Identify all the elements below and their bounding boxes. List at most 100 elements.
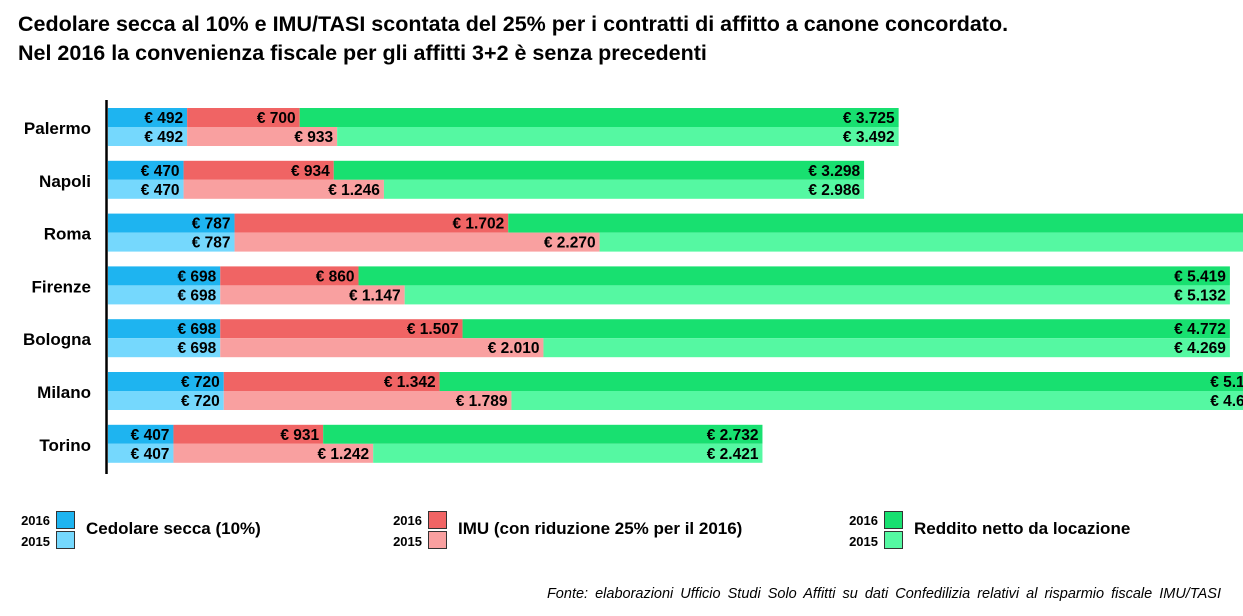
bar-reddito-2015: [543, 338, 1230, 358]
bar-imu-2015: [234, 232, 600, 252]
bar-reddito-2015: [337, 127, 899, 146]
data-label: € 1.242: [317, 446, 369, 463]
legend-swatch-cedolare-2015: [56, 531, 75, 549]
data-label: € 3.725: [843, 110, 895, 127]
bar-imu-2016: [234, 213, 509, 233]
data-label: € 1.789: [456, 393, 508, 410]
data-label: € 3.492: [843, 129, 895, 146]
data-label: € 5.419: [1174, 268, 1226, 285]
data-label: € 492: [144, 129, 183, 146]
category-label: Milano: [37, 383, 91, 402]
bar-cedolare-2015: [108, 391, 224, 410]
data-label: € 720: [181, 374, 220, 391]
bar-imu-2015: [183, 179, 384, 199]
data-label: € 1.246: [328, 182, 380, 199]
title-line-2: Nel 2016 la convenienza fiscale per gli …: [18, 41, 707, 65]
bar-imu-2015: [187, 127, 338, 146]
data-label: € 2.986: [808, 182, 860, 199]
data-label: € 4.269: [1174, 340, 1226, 357]
bar-imu-2016: [220, 266, 359, 286]
legend-label-reddito: Reddito netto da locazione: [914, 519, 1131, 538]
data-label: € 931: [280, 427, 319, 444]
legend-swatch-imu-2016: [428, 511, 447, 529]
data-label: € 787: [192, 216, 231, 233]
bar-reddito-2016: [299, 108, 899, 127]
bar-reddito-2015: [404, 285, 1230, 305]
data-label: € 698: [177, 340, 216, 357]
category-label: Palermo: [24, 119, 91, 138]
bar-cedolare-2015: [108, 338, 221, 358]
data-label: € 2.270: [544, 235, 596, 252]
bar-imu-2015: [220, 338, 544, 358]
data-label: € 492: [144, 110, 183, 127]
legend-years: 2016 2015: [849, 513, 878, 549]
legend-label-imu: IMU (con riduzione 25% per il 2016): [458, 519, 743, 538]
bar-reddito-2016: [358, 266, 1230, 286]
bar-reddito-2016: [323, 424, 763, 444]
bar-reddito-2015: [383, 179, 865, 199]
chart-title: Cedolare secca al 10% e IMU/TASI scontat…: [18, 10, 1233, 68]
bar-reddito-2016: [333, 160, 865, 180]
bar-reddito-2016: [508, 213, 1243, 233]
bar-imu-2016: [183, 160, 334, 180]
category-label: Roma: [44, 225, 92, 244]
bar-cedolare-2015: [108, 443, 174, 463]
bar-imu-2016: [173, 424, 324, 444]
legend-years: 2016 2015: [21, 513, 50, 549]
bar-cedolare-2016: [108, 319, 221, 339]
legend-years: 2016 2015: [393, 513, 422, 549]
data-label: € 407: [131, 427, 170, 444]
data-label: € 1.147: [349, 287, 401, 304]
bar-reddito-2015: [373, 443, 763, 463]
data-label: € 720: [181, 393, 220, 410]
bar-imu-2015: [220, 285, 405, 305]
bar-reddito-2016: [462, 319, 1230, 339]
data-label: € 698: [177, 287, 216, 304]
data-label: € 5.132: [1174, 287, 1226, 304]
data-label: € 700: [257, 110, 296, 127]
legend-swatch-cedolare-2016: [56, 511, 75, 529]
bar-reddito-2015: [511, 391, 1243, 410]
bar-cedolare-2016: [108, 424, 174, 444]
category-label: Firenze: [31, 277, 91, 296]
data-label: € 787: [192, 235, 231, 252]
data-label: € 470: [141, 163, 180, 180]
bar-imu-2015: [223, 391, 512, 410]
data-label: € 1.507: [407, 321, 459, 338]
bar-imu-2015: [173, 443, 374, 463]
bar-cedolare-2016: [108, 108, 188, 127]
bar-reddito-2016: [439, 372, 1243, 391]
bar-imu-2016: [187, 108, 300, 127]
data-label: € 5.139: [1210, 374, 1243, 391]
data-label: € 2.732: [707, 427, 759, 444]
data-label: € 4.772: [1174, 321, 1226, 338]
data-label: € 1.342: [384, 374, 436, 391]
source-note: Fonte: elaborazioni Ufficio Studi Solo A…: [546, 586, 1221, 602]
legend-label-cedolare: Cedolare secca (10%): [86, 519, 261, 538]
bar-cedolare-2016: [108, 213, 235, 233]
legend-swatch-reddito-2016: [884, 511, 903, 529]
data-label: € 3.298: [808, 163, 860, 180]
data-label: € 934: [291, 163, 330, 180]
data-label: € 860: [316, 268, 355, 285]
category-label: Napoli: [39, 172, 91, 191]
bar-imu-2016: [220, 319, 463, 339]
bar-cedolare-2016: [108, 266, 221, 286]
bar-imu-2016: [223, 372, 440, 391]
data-label: € 2.010: [488, 340, 540, 357]
data-label: € 4.692: [1210, 393, 1243, 410]
bar-cedolare-2016: [108, 160, 184, 180]
data-label: € 933: [294, 129, 333, 146]
title-line-1: Cedolare secca al 10% e IMU/TASI scontat…: [18, 12, 1009, 36]
data-label: € 407: [131, 446, 170, 463]
data-label: € 2.421: [707, 446, 759, 463]
data-label: € 1.702: [453, 216, 505, 233]
data-label: € 698: [177, 268, 216, 285]
category-label: Torino: [39, 436, 91, 455]
bar-cedolare-2015: [108, 285, 221, 305]
bar-cedolare-2015: [108, 179, 184, 199]
legend-swatch-imu-2015: [428, 531, 447, 549]
bar-cedolare-2015: [108, 232, 235, 252]
data-label: € 698: [177, 321, 216, 338]
